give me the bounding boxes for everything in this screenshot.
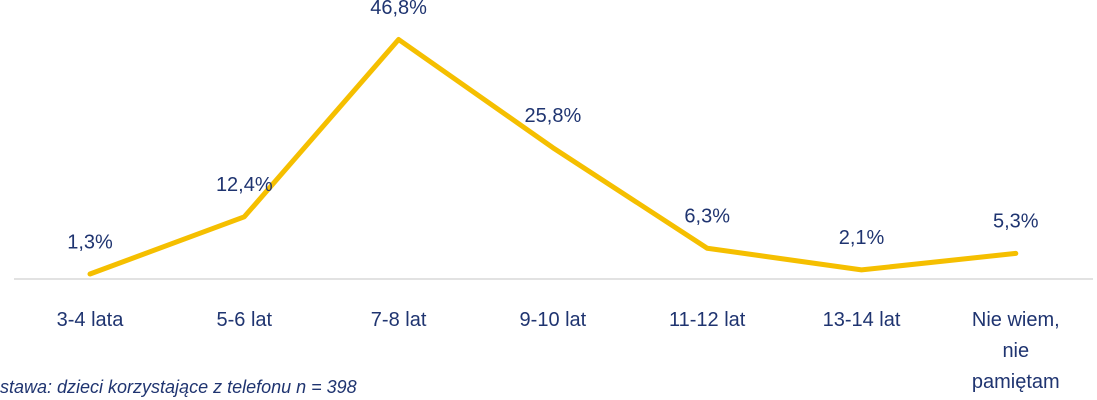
data-label: 5,3% bbox=[993, 211, 1039, 233]
data-label: 25,8% bbox=[525, 105, 582, 127]
data-label: 6,3% bbox=[684, 206, 730, 228]
x-tick-label: 5-6 lat bbox=[216, 309, 273, 331]
x-tick-label: 9-10 lat bbox=[519, 309, 587, 331]
footnote: stawa: dzieci korzystające z telefonu n … bbox=[0, 377, 357, 397]
x-tick-label: 7-8 lat bbox=[370, 309, 427, 331]
line bbox=[87, 36, 1019, 277]
data-label: 2,1% bbox=[839, 227, 885, 249]
x-tick-label: Nie wiem, nie pamiętam bbox=[971, 309, 1060, 393]
x-tick-label: 3-4 lata bbox=[56, 309, 124, 331]
data-label: 46,8% bbox=[370, 0, 427, 19]
data-label: 1,3% bbox=[67, 231, 113, 253]
x-tick-label: 13-14 lat bbox=[822, 309, 901, 331]
x-tick-label: 11-12 lat bbox=[669, 309, 746, 331]
data-label: 12,4% bbox=[216, 174, 273, 196]
